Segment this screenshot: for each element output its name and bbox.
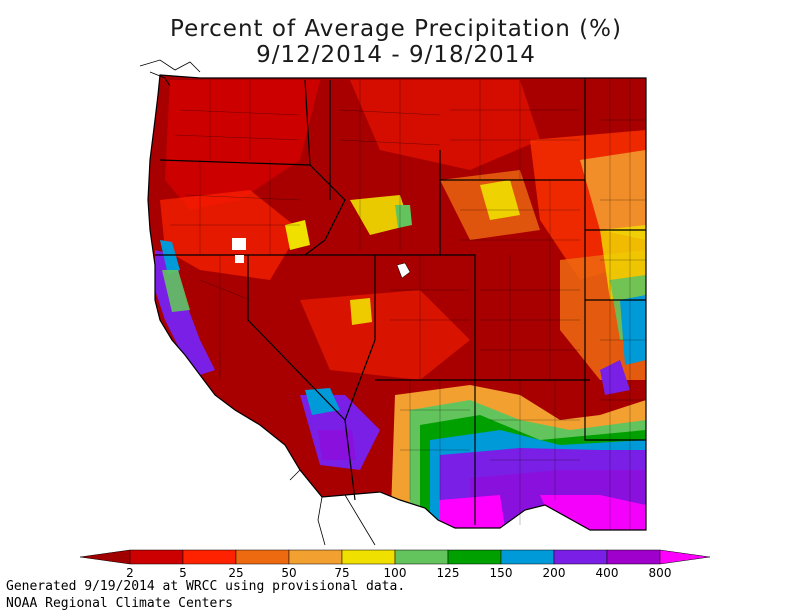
- canada-outline: [139, 59, 201, 87]
- legend-tick-label: 75: [334, 566, 349, 580]
- generated-note: Generated 9/19/2014 at WRCC using provis…: [6, 579, 406, 594]
- legend-swatch: [288, 549, 343, 565]
- legend-swatch: [606, 549, 661, 565]
- state-boundaries: [147, 74, 647, 531]
- legend-swatch: [394, 549, 449, 565]
- legend-tick-label: 2: [126, 566, 134, 580]
- legend-tick-label: 200: [543, 566, 566, 580]
- legend-tick-label: 100: [384, 566, 407, 580]
- legend-arrow-high: [659, 549, 711, 565]
- missing-data-patch: [232, 238, 246, 250]
- legend-tick-label: 25: [228, 566, 243, 580]
- legend-tick-label: 800: [649, 566, 672, 580]
- mexico-outline: [289, 469, 376, 546]
- legend-swatch: [341, 549, 396, 565]
- missing-data-patch: [235, 255, 244, 263]
- legend-tick-label: 125: [437, 566, 460, 580]
- legend-tick-label: 5: [179, 566, 187, 580]
- county-boundaries: [170, 78, 646, 530]
- great-salt-lake: [396, 262, 411, 279]
- legend-swatch: [500, 549, 555, 565]
- legend-tick-label: 50: [281, 566, 296, 580]
- precipitation-fill: [148, 75, 646, 530]
- legend-swatch: [553, 549, 608, 565]
- footer: Generated 9/19/2014 at WRCC using provis…: [6, 578, 405, 612]
- map-title: Percent of Average Precipitation (%) 9/1…: [0, 16, 792, 68]
- credit-note: NOAA Regional Climate Centers: [6, 596, 233, 611]
- legend-tick-label: 400: [596, 566, 619, 580]
- legend-arrow-low: [79, 549, 131, 565]
- legend-swatch: [182, 549, 237, 565]
- legend-swatch: [235, 549, 290, 565]
- legend-tick-label: 150: [490, 566, 513, 580]
- title-line-1: Percent of Average Precipitation (%): [170, 16, 622, 42]
- legend-swatch: [129, 549, 184, 565]
- title-line-2: 9/12/2014 - 9/18/2014: [256, 42, 536, 68]
- legend-swatch: [447, 549, 502, 565]
